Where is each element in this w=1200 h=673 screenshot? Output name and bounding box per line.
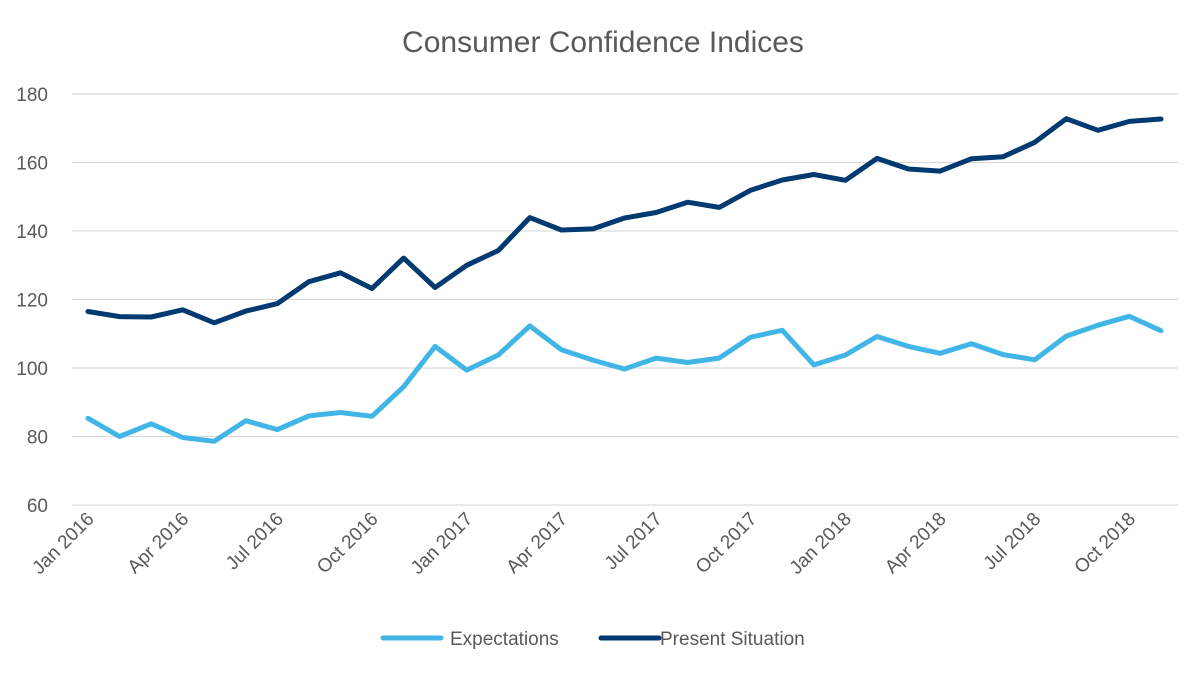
x-tick-label: Apr 2018 bbox=[881, 509, 950, 578]
series-expectations bbox=[85, 313, 1164, 444]
series-present-situation bbox=[85, 116, 1164, 326]
x-tick-label: Jan 2018 bbox=[786, 509, 856, 579]
legend-label: Present Situation bbox=[660, 629, 805, 650]
x-tick-label: Jan 2016 bbox=[28, 509, 98, 579]
series-line bbox=[85, 116, 1164, 326]
x-tick-label: Oct 2017 bbox=[692, 509, 761, 578]
series-lines bbox=[85, 116, 1164, 444]
legend-item: Present Situation bbox=[598, 629, 805, 650]
chart-title: Consumer Confidence Indices bbox=[402, 26, 804, 59]
y-tick-label: 60 bbox=[27, 496, 48, 517]
x-axis-ticks: Jan 2016 Apr 2016 Jul 2016 Oct 2016 Jan 2017… bbox=[28, 509, 1140, 579]
x-tick-label: Apr 2016 bbox=[124, 509, 193, 578]
x-tick-label: Jan 2017 bbox=[407, 509, 477, 579]
x-tick-label: Oct 2016 bbox=[313, 509, 382, 578]
y-axis-ticks: 60 80 100 120 140 160 180 bbox=[16, 85, 48, 517]
x-tick-label: Jul 2017 bbox=[601, 509, 667, 575]
y-tick-label: 180 bbox=[16, 85, 48, 106]
gridlines bbox=[72, 93, 1178, 506]
x-tick-label: Oct 2018 bbox=[1071, 509, 1140, 578]
series-line bbox=[85, 313, 1164, 444]
x-tick-label: Jul 2016 bbox=[222, 509, 288, 575]
legend-label: Expectations bbox=[450, 629, 559, 650]
y-tick-label: 80 bbox=[27, 428, 48, 449]
legend: Expectations Present Situation bbox=[380, 629, 805, 650]
y-tick-label: 160 bbox=[16, 154, 48, 175]
y-tick-label: 120 bbox=[16, 291, 48, 312]
x-tick-label: Apr 2017 bbox=[503, 509, 572, 578]
legend-item: Expectations bbox=[380, 629, 559, 650]
y-tick-label: 100 bbox=[16, 359, 48, 380]
y-tick-label: 140 bbox=[16, 222, 48, 243]
x-tick-label: Jul 2018 bbox=[980, 509, 1046, 575]
